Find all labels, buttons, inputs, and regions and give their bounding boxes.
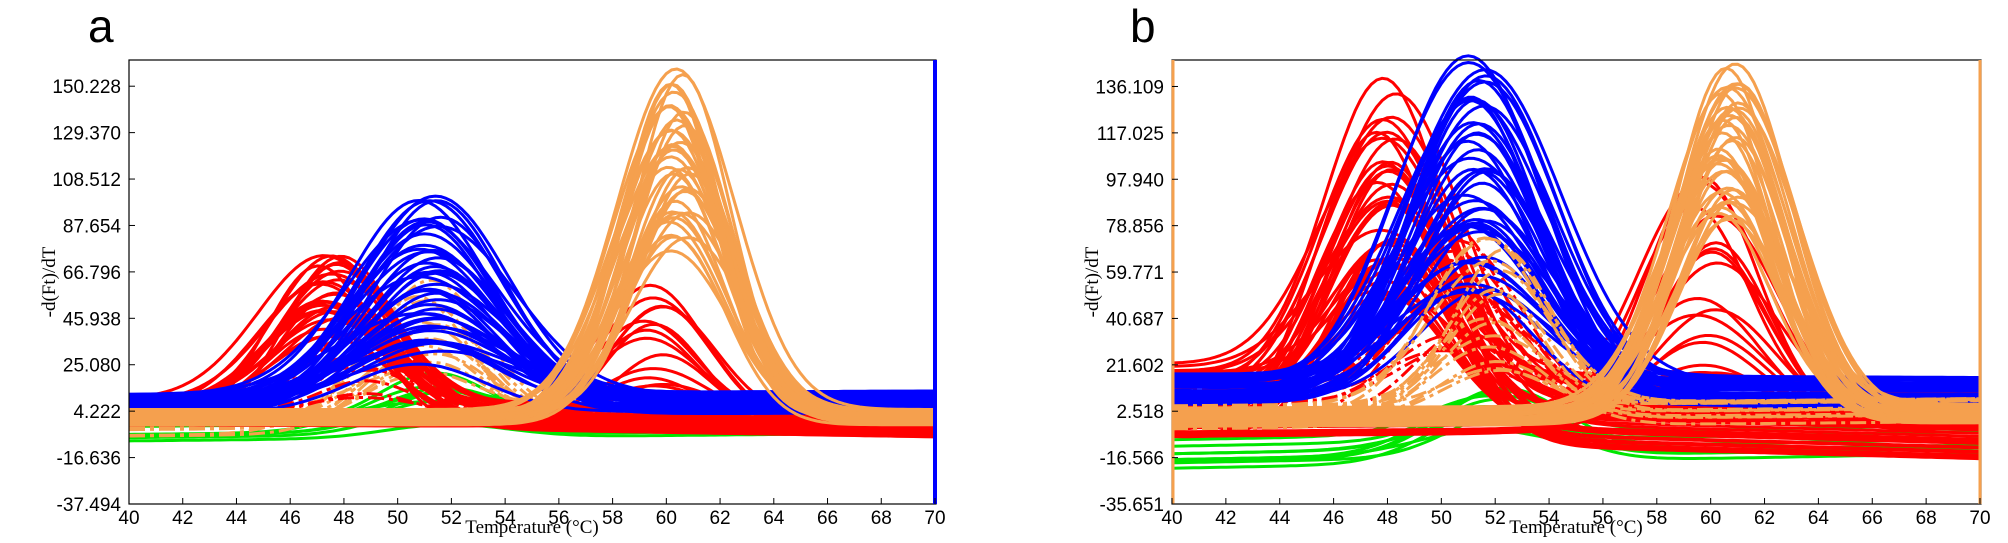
y-tick-label: 87.654 (63, 216, 122, 237)
panel-a-curves (128, 67, 936, 443)
x-tick-label: 50 (1431, 508, 1452, 529)
y-tick-label: 25.080 (63, 356, 121, 377)
y-tick-label: 45.938 (63, 309, 121, 330)
curve-red (129, 291, 936, 439)
panel-a-y-axis-label: -d(Ft)/dT (39, 246, 60, 317)
x-tick-label: 62 (709, 508, 730, 529)
x-tick-label: 64 (763, 508, 785, 529)
curve-red (1172, 160, 1981, 445)
x-tick-label: 44 (1269, 508, 1291, 529)
x-tick-label: 52 (441, 508, 462, 529)
curve-red (128, 262, 936, 436)
y-tick-label: 40.687 (1106, 309, 1164, 330)
y-tick-label: -16.636 (57, 449, 121, 470)
x-tick-label: 58 (602, 508, 623, 529)
curve-red (1171, 180, 1981, 449)
x-tick-label: 52 (1485, 508, 1506, 529)
panel-b-x-axis: 40 42 44 46 48 50 52 54 56 58 60 62 64 66 68 70 (1161, 498, 1991, 529)
x-tick-label: 66 (1862, 508, 1883, 529)
panel-a-x-axis: 40 42 44 46 48 50 52 54 56 58 60 62 64 66 68 70 (118, 498, 946, 529)
y-tick-label: 108.512 (52, 170, 121, 191)
x-tick-label: 70 (924, 508, 945, 529)
y-tick-label: -35.651 (1100, 495, 1164, 516)
x-tick-label: 62 (1754, 508, 1775, 529)
y-tick-label: 59.771 (1106, 263, 1164, 284)
panel-b-curves (1171, 54, 1981, 470)
y-tick-label: 2.518 (1116, 402, 1164, 423)
y-tick-label: 78.856 (1106, 217, 1164, 238)
x-tick-label: 68 (1916, 508, 1937, 529)
x-tick-label: 58 (1646, 508, 1667, 529)
panel-b: b 40 42 44 46 48 50 52 54 56 58 60 62 64 66 68 70 -35.6… (1082, 0, 1991, 538)
x-tick-label: 44 (226, 508, 248, 529)
x-tick-label: 56 (1592, 508, 1613, 529)
x-tick-label: 42 (172, 508, 193, 529)
y-tick-label: 66.796 (63, 263, 121, 284)
x-tick-label: 68 (871, 508, 892, 529)
x-tick-label: 46 (280, 508, 301, 529)
y-tick-label: 21.602 (1106, 356, 1164, 377)
x-tick-label: 48 (1377, 508, 1398, 529)
y-tick-label: 136.109 (1095, 77, 1164, 98)
curve-orange-high (1171, 86, 1980, 418)
x-tick-label: 42 (1215, 508, 1236, 529)
x-tick-label: 46 (1323, 508, 1344, 529)
curve-orange-high (129, 67, 935, 411)
curve-blue (1172, 121, 1981, 393)
x-tick-label: 56 (548, 508, 569, 529)
panel-b-letter: b (1130, 0, 1156, 52)
x-tick-label: 40 (1161, 508, 1182, 529)
panel-b-y-axis: -35.651 -16.566 2.518 21.602 40.687 59.771 78.… (1095, 77, 1178, 516)
x-tick-label: 40 (118, 508, 139, 529)
curve-orange-high (1172, 82, 1980, 427)
panel-a-y-axis: -37.494 -16.636 4.222 25.080 45.938 66.796 87.… (52, 77, 135, 516)
x-tick-label: 50 (387, 508, 408, 529)
panel-b-y-axis-label: -d(Ft)/dT (1082, 246, 1103, 317)
y-tick-label: -16.566 (1100, 449, 1164, 470)
panel-a-letter: a (88, 0, 114, 52)
y-tick-label: -37.494 (57, 495, 122, 516)
x-tick-label: 54 (495, 508, 517, 529)
curve-red (1171, 203, 1981, 460)
y-tick-label: 4.222 (73, 402, 121, 423)
curve-orange-high (129, 105, 935, 420)
panel-a: a 40 42 44 46 48 50 52 54 56 58 60 62 64 66 68 70 -37.4… (39, 0, 946, 538)
y-tick-label: 129.370 (52, 124, 121, 145)
y-tick-label: 117.025 (1097, 124, 1164, 145)
x-tick-label: 48 (333, 508, 354, 529)
panel-a-x-axis-label: Temperature (°C) (465, 517, 598, 538)
x-tick-label: 66 (817, 508, 838, 529)
panel-b-x-axis-label: Temperature (°C) (1509, 517, 1642, 538)
curve-red (1171, 130, 1981, 454)
curve-orange-high (1172, 62, 1980, 416)
y-tick-label: 150.228 (52, 77, 121, 98)
x-tick-label: 64 (1808, 508, 1830, 529)
curve-orange-high (129, 90, 935, 415)
y-tick-label: 97.940 (1106, 170, 1164, 191)
x-tick-label: 60 (656, 508, 677, 529)
x-tick-label: 60 (1700, 508, 1721, 529)
x-tick-label: 70 (1969, 508, 1990, 529)
x-tick-label: 54 (1538, 508, 1560, 529)
